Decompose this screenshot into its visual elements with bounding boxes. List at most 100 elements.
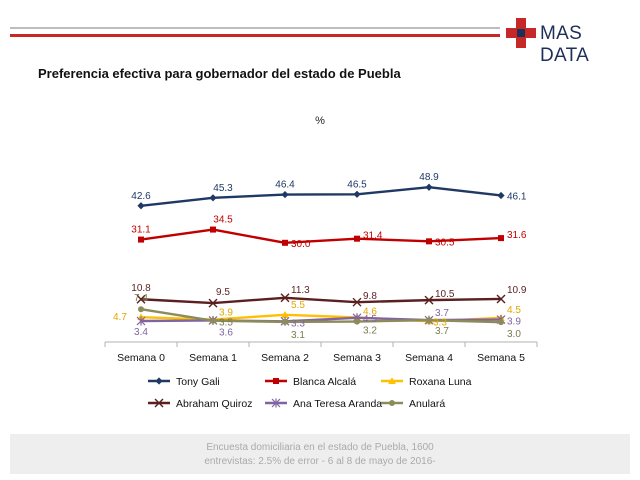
data-label-anulara: 3.7: [435, 326, 449, 337]
legend-label-ana-teresa-aranda: Ana Teresa Aranda: [293, 398, 382, 410]
data-point-ana-teresa-aranda: [136, 316, 146, 326]
footer-band: Encuesta domiciliaria en el estado de Pu…: [10, 434, 630, 474]
data-point-blanca-alcala: [498, 235, 504, 242]
legend-marker-ana-teresa-aranda: [271, 398, 281, 408]
data-label-anulara: 3.2: [363, 326, 377, 337]
data-point-anulara: [210, 317, 216, 324]
series-line-abraham-quiroz: [140, 296, 502, 305]
data-point-abraham-quiroz: [352, 297, 362, 307]
data-point-tony-gali: [281, 190, 289, 199]
data-label-ana-teresa-aranda: 3.3: [291, 318, 305, 329]
footer-note: Encuesta domiciliaria en el estado de Pu…: [204, 442, 436, 467]
x-tick-label: Semana 5: [477, 352, 525, 364]
data-label-tony-gali: 42.6: [131, 191, 151, 202]
data-label-tony-gali: 46.5: [347, 179, 367, 190]
series-line-blanca-alcala: [140, 228, 502, 245]
data-label-tony-gali: 48.9: [419, 172, 439, 183]
data-point-roxana-luna: [281, 311, 289, 318]
series-line-anulara: [140, 308, 502, 324]
data-point-anulara: [426, 317, 432, 324]
data-point-tony-gali: [137, 202, 145, 210]
legend-item-anulara: Anulará: [381, 398, 445, 410]
data-point-anulara: [138, 306, 144, 313]
x-tick-label: Semana 4: [405, 352, 453, 364]
data-point-tony-gali: [497, 191, 505, 200]
data-label-anulara: 3.1: [291, 330, 305, 341]
data-label-blanca-alcala: 30.5: [435, 237, 455, 248]
data-point-abraham-quiroz: [136, 294, 146, 304]
data-point-abraham-quiroz: [280, 293, 290, 303]
data-point-anulara: [498, 319, 504, 326]
legend-label-tony-gali: Tony Gali: [176, 376, 220, 388]
data-label-ana-teresa-aranda: 3.9: [507, 317, 521, 328]
data-point-tony-gali: [353, 190, 361, 198]
x-tick-label: Semana 0: [117, 352, 165, 364]
legend-item-tony-gali: Tony Gali: [148, 376, 220, 388]
data-label-abraham-quiroz: 11.3: [291, 285, 310, 296]
mas-data-logo: MAS DATA: [504, 14, 634, 66]
legend-item-ana-teresa-aranda: Ana Teresa Aranda: [265, 398, 382, 410]
data-point-anulara: [282, 318, 288, 325]
legend-marker-tony-gali: [155, 377, 163, 385]
header-stripe-red: [10, 34, 500, 37]
data-point-blanca-alcala: [354, 235, 360, 242]
header-band: MAS DATA: [0, 0, 640, 66]
legend-label-roxana-luna: Roxana Luna: [409, 376, 472, 388]
data-label-ana-teresa-aranda: 3.7: [435, 308, 449, 319]
data-label-tony-gali: 46.1: [507, 191, 527, 202]
header-stripe-gray: [10, 27, 500, 29]
data-label-ana-teresa-aranda: 3.4: [134, 327, 148, 338]
data-label-roxana-luna: 5.5: [291, 300, 305, 311]
data-point-blanca-alcala: [426, 238, 432, 245]
chart-title: Preferencia efectiva para gobernador del…: [38, 66, 401, 81]
data-label-roxana-luna: 4.6: [363, 306, 377, 317]
data-label-roxana-luna: 3.9: [219, 308, 233, 319]
data-point-anulara: [354, 318, 360, 325]
data-label-tony-gali: 45.3: [213, 183, 233, 194]
data-label-tony-gali: 46.4: [275, 180, 295, 191]
legend-item-roxana-luna: Roxana Luna: [381, 376, 472, 388]
data-label-blanca-alcala: 30.0: [291, 239, 311, 250]
data-point-abraham-quiroz: [496, 294, 506, 304]
legend-marker-blanca-alcala: [273, 378, 279, 384]
legend-marker-anulara: [389, 400, 395, 406]
legend-label-blanca-alcala: Blanca Alcalá: [293, 376, 356, 388]
data-label-blanca-alcala: 34.5: [213, 215, 233, 226]
data-label-roxana-luna: 4.5: [507, 305, 521, 316]
data-point-abraham-quiroz: [208, 298, 218, 308]
data-point-blanca-alcala: [282, 239, 288, 246]
x-tick-label: Semana 1: [189, 352, 237, 364]
logo-text: MAS DATA: [540, 23, 590, 66]
data-label-anulara: 3.5: [219, 318, 233, 329]
legend-label-abraham-quiroz: Abraham Quiroz: [176, 398, 252, 410]
legend-marker-roxana-luna: [388, 377, 396, 384]
data-label-abraham-quiroz: 10.9: [507, 285, 527, 296]
data-point-abraham-quiroz: [424, 295, 434, 305]
data-point-tony-gali: [209, 194, 217, 202]
data-label-abraham-quiroz: 10.5: [435, 289, 455, 300]
legend-marker-abraham-quiroz: [154, 398, 164, 408]
plot-title: %: [315, 115, 325, 127]
data-label-abraham-quiroz: 9.5: [216, 287, 230, 298]
x-tick-label: Semana 2: [261, 352, 309, 364]
data-point-tony-gali: [425, 183, 433, 191]
data-label-anulara: 7.4: [134, 293, 148, 304]
line-chart: % Semana 0 Semana 1 Semana 2 Semana 3 Semana…: [104, 115, 538, 410]
data-label-ana-teresa-aranda: 4.5: [363, 314, 377, 325]
data-label-roxana-luna: 3.3: [433, 317, 447, 328]
series-line-tony-gali: [140, 186, 502, 207]
data-label-abraham-quiroz: 9.8: [363, 291, 377, 302]
data-label-blanca-alcala: 31.4: [363, 231, 383, 242]
x-tick-label: Semana 3: [333, 352, 381, 364]
legend-label-anulara: Anulará: [409, 398, 445, 410]
data-label-anulara: 3.0: [507, 329, 521, 340]
data-label-abraham-quiroz: 10.8: [131, 283, 151, 294]
data-point-blanca-alcala: [138, 236, 144, 243]
data-point-blanca-alcala: [210, 226, 216, 233]
plus-cross-icon: [506, 18, 536, 48]
data-label-ana-teresa-aranda: 3.6: [219, 327, 233, 338]
legend-item-blanca-alcala: Blanca Alcalá: [265, 376, 356, 388]
data-label-roxana-luna: 4.7: [113, 312, 127, 323]
data-label-blanca-alcala: 31.1: [131, 225, 151, 236]
legend-item-abraham-quiroz: Abraham Quiroz: [148, 398, 252, 410]
